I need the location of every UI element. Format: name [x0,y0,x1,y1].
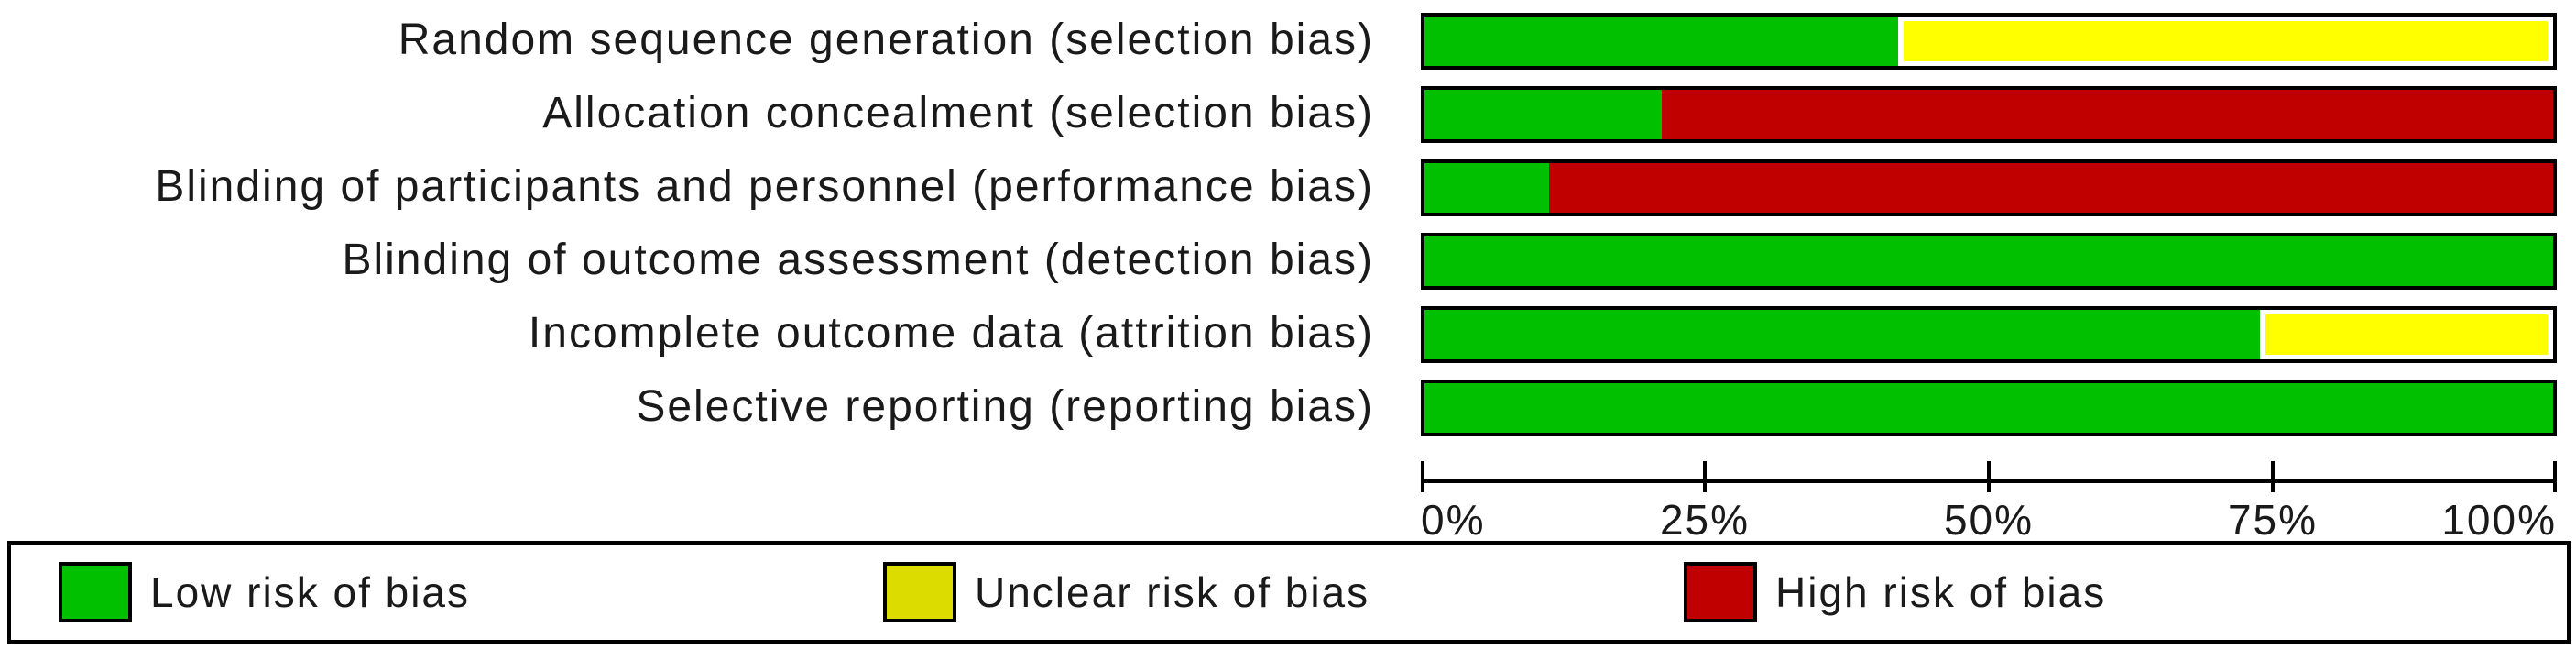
row-label: Blinding of outcome assessment (detectio… [342,236,1374,284]
row-label: Random sequence generation (selection bi… [398,16,1374,64]
risk-bar-row: Random sequence generation (selection bi… [0,13,2576,70]
high-risk-segment [1661,90,2553,139]
risk-bar-row: Blinding of participants and personnel (… [0,160,2576,216]
axis-tick [1421,461,1424,492]
axis-tick [2553,461,2557,492]
axis-tick-label: 25% [1659,496,1751,544]
unclear-risk-segment [2260,310,2553,359]
row-label: Incomplete outcome data (attrition bias) [528,309,1374,358]
low-risk-segment [1424,236,2553,286]
legend-label-low-risk: Low risk of bias [150,568,471,616]
axis-tick-label: 0% [1421,496,1486,544]
low-risk-segment [1424,90,1662,139]
unclear-risk-segment-fill [1904,21,2548,61]
axis-tick [1987,461,1991,492]
axis-tick-label: 75% [2227,496,2319,544]
risk-bar [1421,13,2557,70]
risk-bar-row: Incomplete outcome data (attrition bias) [0,306,2576,363]
risk-bar-row: Allocation concealment (selection bias) [0,86,2576,143]
legend: Low risk of bias Unclear risk of bias Hi… [7,541,2571,644]
legend-item-high-risk: High risk of bias [1684,562,2106,622]
legend-item-unclear-risk: Unclear risk of bias [883,562,1370,622]
risk-bar [1421,380,2557,436]
unclear-risk-segment-fill [2265,314,2548,355]
low-risk-segment [1424,163,1549,213]
low-risk-swatch-icon [59,562,132,622]
legend-item-low-risk: Low risk of bias [59,562,470,622]
axis-tick [1703,461,1707,492]
unclear-risk-segment [1898,16,2553,66]
row-label: Selective reporting (reporting bias) [636,382,1374,431]
risk-bar-row: Selective reporting (reporting bias) [0,380,2576,436]
low-risk-segment [1424,310,2260,359]
row-label: Allocation concealment (selection bias) [542,89,1374,138]
legend-label-high-risk: High risk of bias [1775,568,2107,616]
low-risk-segment [1424,16,1899,66]
risk-bar [1421,233,2557,290]
high-risk-segment [1548,163,2553,213]
low-risk-segment [1424,383,2553,433]
risk-bar [1421,160,2557,216]
row-label: Blinding of participants and personnel (… [155,162,1374,211]
high-risk-swatch-icon [1684,562,1757,622]
axis-tick [2271,461,2275,492]
risk-bar [1421,86,2557,143]
legend-label-unclear-risk: Unclear risk of bias [975,568,1370,616]
unclear-risk-swatch-icon [883,562,956,622]
risk-bar-row: Blinding of outcome assessment (detectio… [0,233,2576,290]
axis-tick-label: 50% [1943,496,2035,544]
axis-tick-label: 100% [2441,496,2557,544]
risk-bar [1421,306,2557,363]
